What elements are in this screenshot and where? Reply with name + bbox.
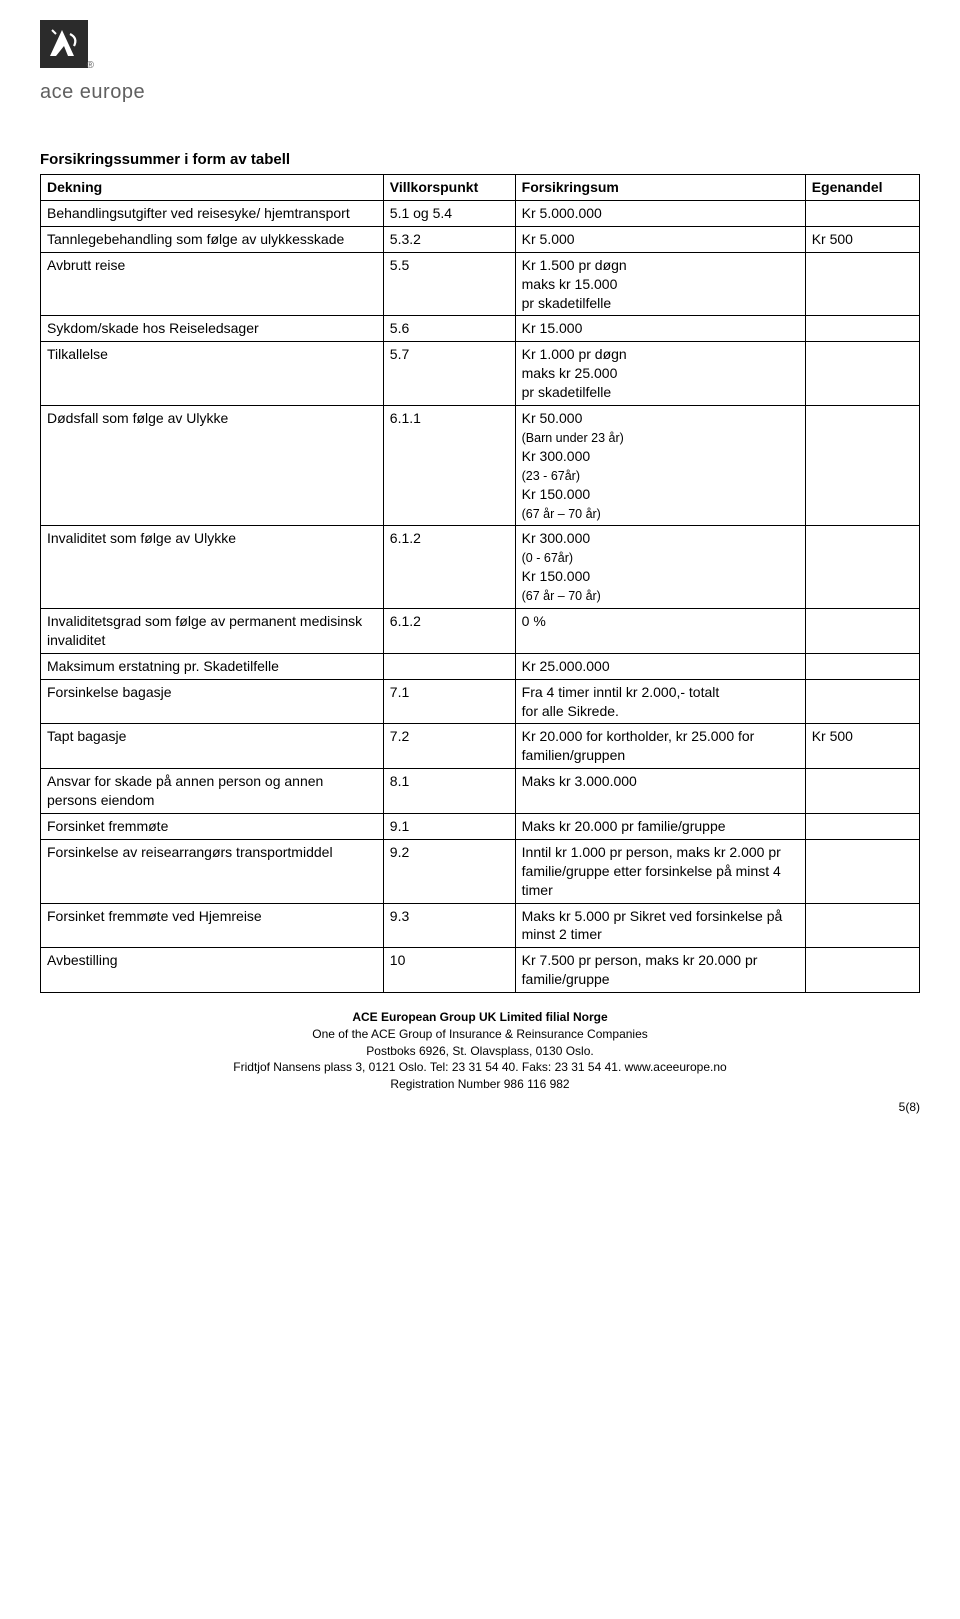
table-cell: 9.2 [383, 839, 515, 903]
table-cell: Kr 1.500 pr døgnmaks kr 15.000pr skadeti… [515, 252, 805, 316]
col-egenandel: Egenandel [805, 175, 919, 201]
table-row: Tapt bagasje7.2Kr 20.000 for kortholder,… [41, 724, 920, 769]
table-cell: Kr 7.500 pr person, maks kr 20.000 pr fa… [515, 948, 805, 993]
table-cell [805, 526, 919, 609]
table-cell: 7.2 [383, 724, 515, 769]
table-cell: Kr 25.000.000 [515, 653, 805, 679]
table-cell: 6.1.2 [383, 526, 515, 609]
registered-mark: ® [87, 59, 94, 73]
table-cell: Kr 500 [805, 724, 919, 769]
col-dekning: Dekning [41, 175, 384, 201]
table-cell: Avbrutt reise [41, 252, 384, 316]
table-cell: 9.1 [383, 813, 515, 839]
table-cell: 0 % [515, 608, 805, 653]
table-cell [805, 316, 919, 342]
table-cell [805, 948, 919, 993]
table-cell [805, 201, 919, 227]
table-cell: Kr 50.000(Barn under 23 år)Kr 300.000(23… [515, 406, 805, 526]
footer-line-2: One of the ACE Group of Insurance & Rein… [40, 1026, 920, 1043]
table-cell: Avbestilling [41, 948, 384, 993]
table-cell: Forsinkelse bagasje [41, 679, 384, 724]
table-cell [805, 653, 919, 679]
table-cell: 8.1 [383, 769, 515, 814]
table-cell: Kr 20.000 for kortholder, kr 25.000 for … [515, 724, 805, 769]
table-row: Avbestilling10Kr 7.500 pr person, maks k… [41, 948, 920, 993]
footer-line-1: ACE European Group UK Limited filial Nor… [40, 1009, 920, 1026]
table-cell: Kr 15.000 [515, 316, 805, 342]
table-cell: Kr 300.000(0 - 67år)Kr 150.000(67 år – 7… [515, 526, 805, 609]
table-cell: Maks kr 5.000 pr Sikret ved forsinkelse … [515, 903, 805, 948]
table-cell: Tapt bagasje [41, 724, 384, 769]
table-row: Forsinkelse av reisearrangørs transportm… [41, 839, 920, 903]
table-row: Ansvar for skade på annen person og anne… [41, 769, 920, 814]
table-cell: 9.3 [383, 903, 515, 948]
table-row: Invaliditetsgrad som følge av permanent … [41, 608, 920, 653]
table-cell: Forsinkelse av reisearrangørs transportm… [41, 839, 384, 903]
table-cell [805, 903, 919, 948]
table-cell: Tannlegebehandling som følge av ulykkess… [41, 226, 384, 252]
table-cell [805, 769, 919, 814]
coverage-table: Dekning Villkorspunkt Forsikringsum Egen… [40, 174, 920, 993]
table-cell: Kr 500 [805, 226, 919, 252]
table-cell: Ansvar for skade på annen person og anne… [41, 769, 384, 814]
table-cell [805, 679, 919, 724]
table-cell [805, 342, 919, 406]
table-cell [805, 252, 919, 316]
table-row: Sykdom/skade hos Reiseledsager5.6Kr 15.0… [41, 316, 920, 342]
table-cell [805, 608, 919, 653]
section-title: Forsikringssummer i form av tabell [40, 150, 920, 170]
table-row: Forsinket fremmøte ved Hjemreise9.3Maks … [41, 903, 920, 948]
table-row: Invaliditet som følge av Ulykke6.1.2Kr 3… [41, 526, 920, 609]
table-cell: Invaliditetsgrad som følge av permanent … [41, 608, 384, 653]
table-row: Behandlingsutgifter ved reisesyke/ hjemt… [41, 201, 920, 227]
table-cell: Sykdom/skade hos Reiseledsager [41, 316, 384, 342]
table-cell: 7.1 [383, 679, 515, 724]
table-cell: Kr 1.000 pr døgnmaks kr 25.000pr skadeti… [515, 342, 805, 406]
page-number: 5(8) [40, 1099, 920, 1115]
brand-name: ace europe [40, 79, 920, 106]
table-cell: 5.6 [383, 316, 515, 342]
table-cell: 6.1.1 [383, 406, 515, 526]
table-cell: Maks kr 3.000.000 [515, 769, 805, 814]
table-cell: Tilkallelse [41, 342, 384, 406]
table-cell: Behandlingsutgifter ved reisesyke/ hjemt… [41, 201, 384, 227]
table-row: Avbrutt reise5.5Kr 1.500 pr døgnmaks kr … [41, 252, 920, 316]
col-villkorspunkt: Villkorspunkt [383, 175, 515, 201]
brand-logo-block: ® ace europe [40, 20, 920, 106]
table-cell: 6.1.2 [383, 608, 515, 653]
table-cell: Forsinket fremmøte [41, 813, 384, 839]
table-cell: 5.7 [383, 342, 515, 406]
table-cell [383, 653, 515, 679]
footer-line-5: Registration Number 986 116 982 [40, 1076, 920, 1093]
table-row: Tannlegebehandling som følge av ulykkess… [41, 226, 920, 252]
col-forsikringsum: Forsikringsum [515, 175, 805, 201]
table-cell: 10 [383, 948, 515, 993]
footer-line-4: Fridtjof Nansens plass 3, 0121 Oslo. Tel… [40, 1059, 920, 1076]
table-row: Tilkallelse5.7Kr 1.000 pr døgnmaks kr 25… [41, 342, 920, 406]
table-cell: Kr 5.000.000 [515, 201, 805, 227]
table-cell [805, 406, 919, 526]
table-cell: Dødsfall som følge av Ulykke [41, 406, 384, 526]
table-row: Dødsfall som følge av Ulykke6.1.1Kr 50.0… [41, 406, 920, 526]
table-cell: Fra 4 timer inntil kr 2.000,- totaltfor … [515, 679, 805, 724]
footer-line-3: Postboks 6926, St. Olavsplass, 0130 Oslo… [40, 1043, 920, 1060]
table-row: Forsinkelse bagasje7.1Fra 4 timer inntil… [41, 679, 920, 724]
table-cell: 5.1 og 5.4 [383, 201, 515, 227]
table-cell: Forsinket fremmøte ved Hjemreise [41, 903, 384, 948]
page-footer: ACE European Group UK Limited filial Nor… [40, 1009, 920, 1093]
table-cell [805, 839, 919, 903]
table-header-row: Dekning Villkorspunkt Forsikringsum Egen… [41, 175, 920, 201]
table-cell: Maksimum erstatning pr. Skadetilfelle [41, 653, 384, 679]
table-cell: 5.5 [383, 252, 515, 316]
table-cell: Invaliditet som følge av Ulykke [41, 526, 384, 609]
table-cell: Inntil kr 1.000 pr person, maks kr 2.000… [515, 839, 805, 903]
table-row: Forsinket fremmøte9.1Maks kr 20.000 pr f… [41, 813, 920, 839]
table-cell: 5.3.2 [383, 226, 515, 252]
table-cell: Kr 5.000 [515, 226, 805, 252]
table-row: Maksimum erstatning pr. Skadetilfelle Kr … [41, 653, 920, 679]
table-cell: Maks kr 20.000 pr familie/gruppe [515, 813, 805, 839]
brand-logo-icon: ® [40, 20, 88, 68]
table-cell [805, 813, 919, 839]
